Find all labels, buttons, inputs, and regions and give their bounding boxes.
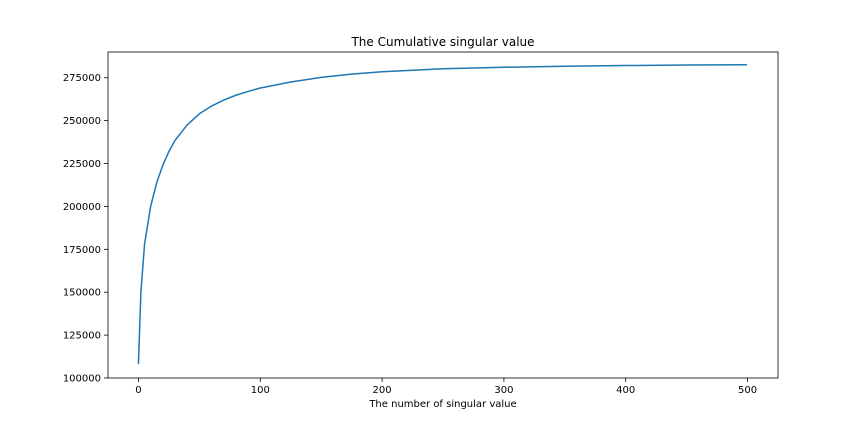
y-tick-label: 125000 <box>63 331 101 342</box>
y-tick-label: 100000 <box>63 374 101 385</box>
x-tick-label: 200 <box>373 385 392 396</box>
x-tick-label: 0 <box>135 385 141 396</box>
axes-frame <box>107 51 779 379</box>
y-tick-label: 150000 <box>63 288 101 299</box>
y-tick-label: 225000 <box>63 159 101 170</box>
plot-area <box>104 51 779 382</box>
y-tick-label: 250000 <box>63 116 101 127</box>
x-tick-label: 500 <box>738 385 757 396</box>
y-tick-label: 200000 <box>63 202 101 213</box>
x-tick-label: 400 <box>616 385 635 396</box>
chart-title: The Cumulative singular value <box>350 35 534 49</box>
x-tick-label: 300 <box>494 385 513 396</box>
y-tick-label: 275000 <box>63 73 101 84</box>
y-tick-label: 175000 <box>63 245 101 256</box>
x-axis-label: The number of singular value <box>368 399 516 410</box>
x-tick-label: 100 <box>251 385 270 396</box>
series-line <box>137 63 748 365</box>
